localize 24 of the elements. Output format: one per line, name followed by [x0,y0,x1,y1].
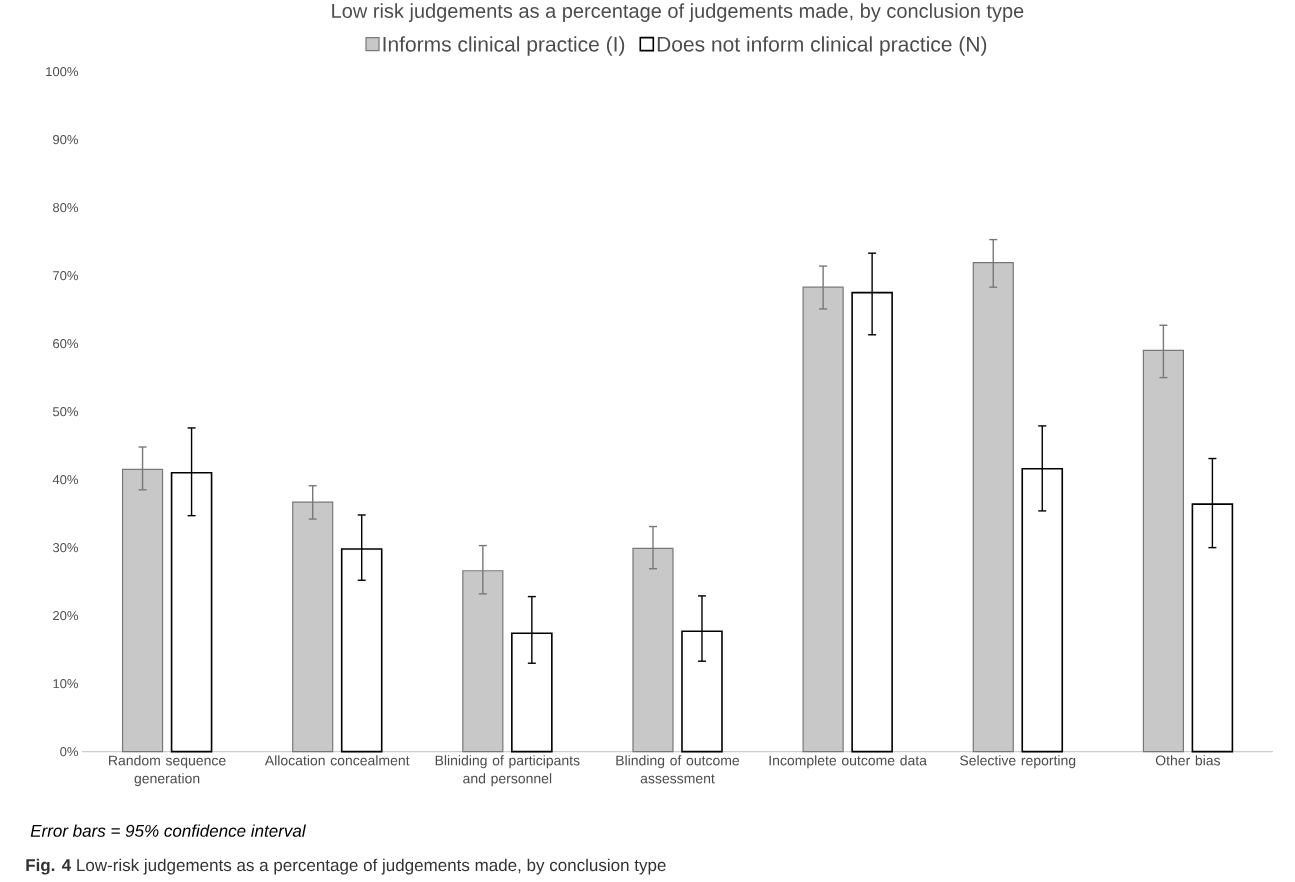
y-tick-label: 0% [60,747,79,757]
legend-label: Informs clinical practice (I) [383,36,625,57]
text: Fig. 4 Low-risk judgements as a percentage of judgements made, by conclusion type [26,858,666,875]
x-tick-label: Incomplete outcome data [769,755,927,769]
x-tick-label: Selective reporting [960,755,1076,769]
chart-title: Low risk judgements as a percentage of judgements made, by conclusion type [332,3,1024,23]
x-tick-label: Blinding of outcome assessment [616,755,740,784]
y-tick-label: 30% [52,543,79,553]
text: Error bars = 95% confidence interval [30,824,306,838]
y-tick-label: 10% [53,679,79,689]
y-tick-label: 80% [53,203,79,213]
y-tick-label: 40% [52,475,79,485]
y-tick-label: 60% [53,339,79,349]
legend-label: Does not inform clinical practice (N) [657,36,987,57]
x-tick-label: Allocation concealment [264,755,410,766]
x-tick-label: Other bias [1155,755,1221,766]
y-tick-label: 50% [52,407,79,417]
bar [511,632,553,753]
y-tick-label: 70% [53,271,79,281]
y-tick-label: 90% [53,135,79,145]
x-tick-label: Random sequence generation [109,755,226,787]
y-tick-label: 100% [46,67,79,77]
x-tick-label: Bliniding of participants and personnel [435,755,580,787]
y-tick-label: 20% [53,611,79,621]
